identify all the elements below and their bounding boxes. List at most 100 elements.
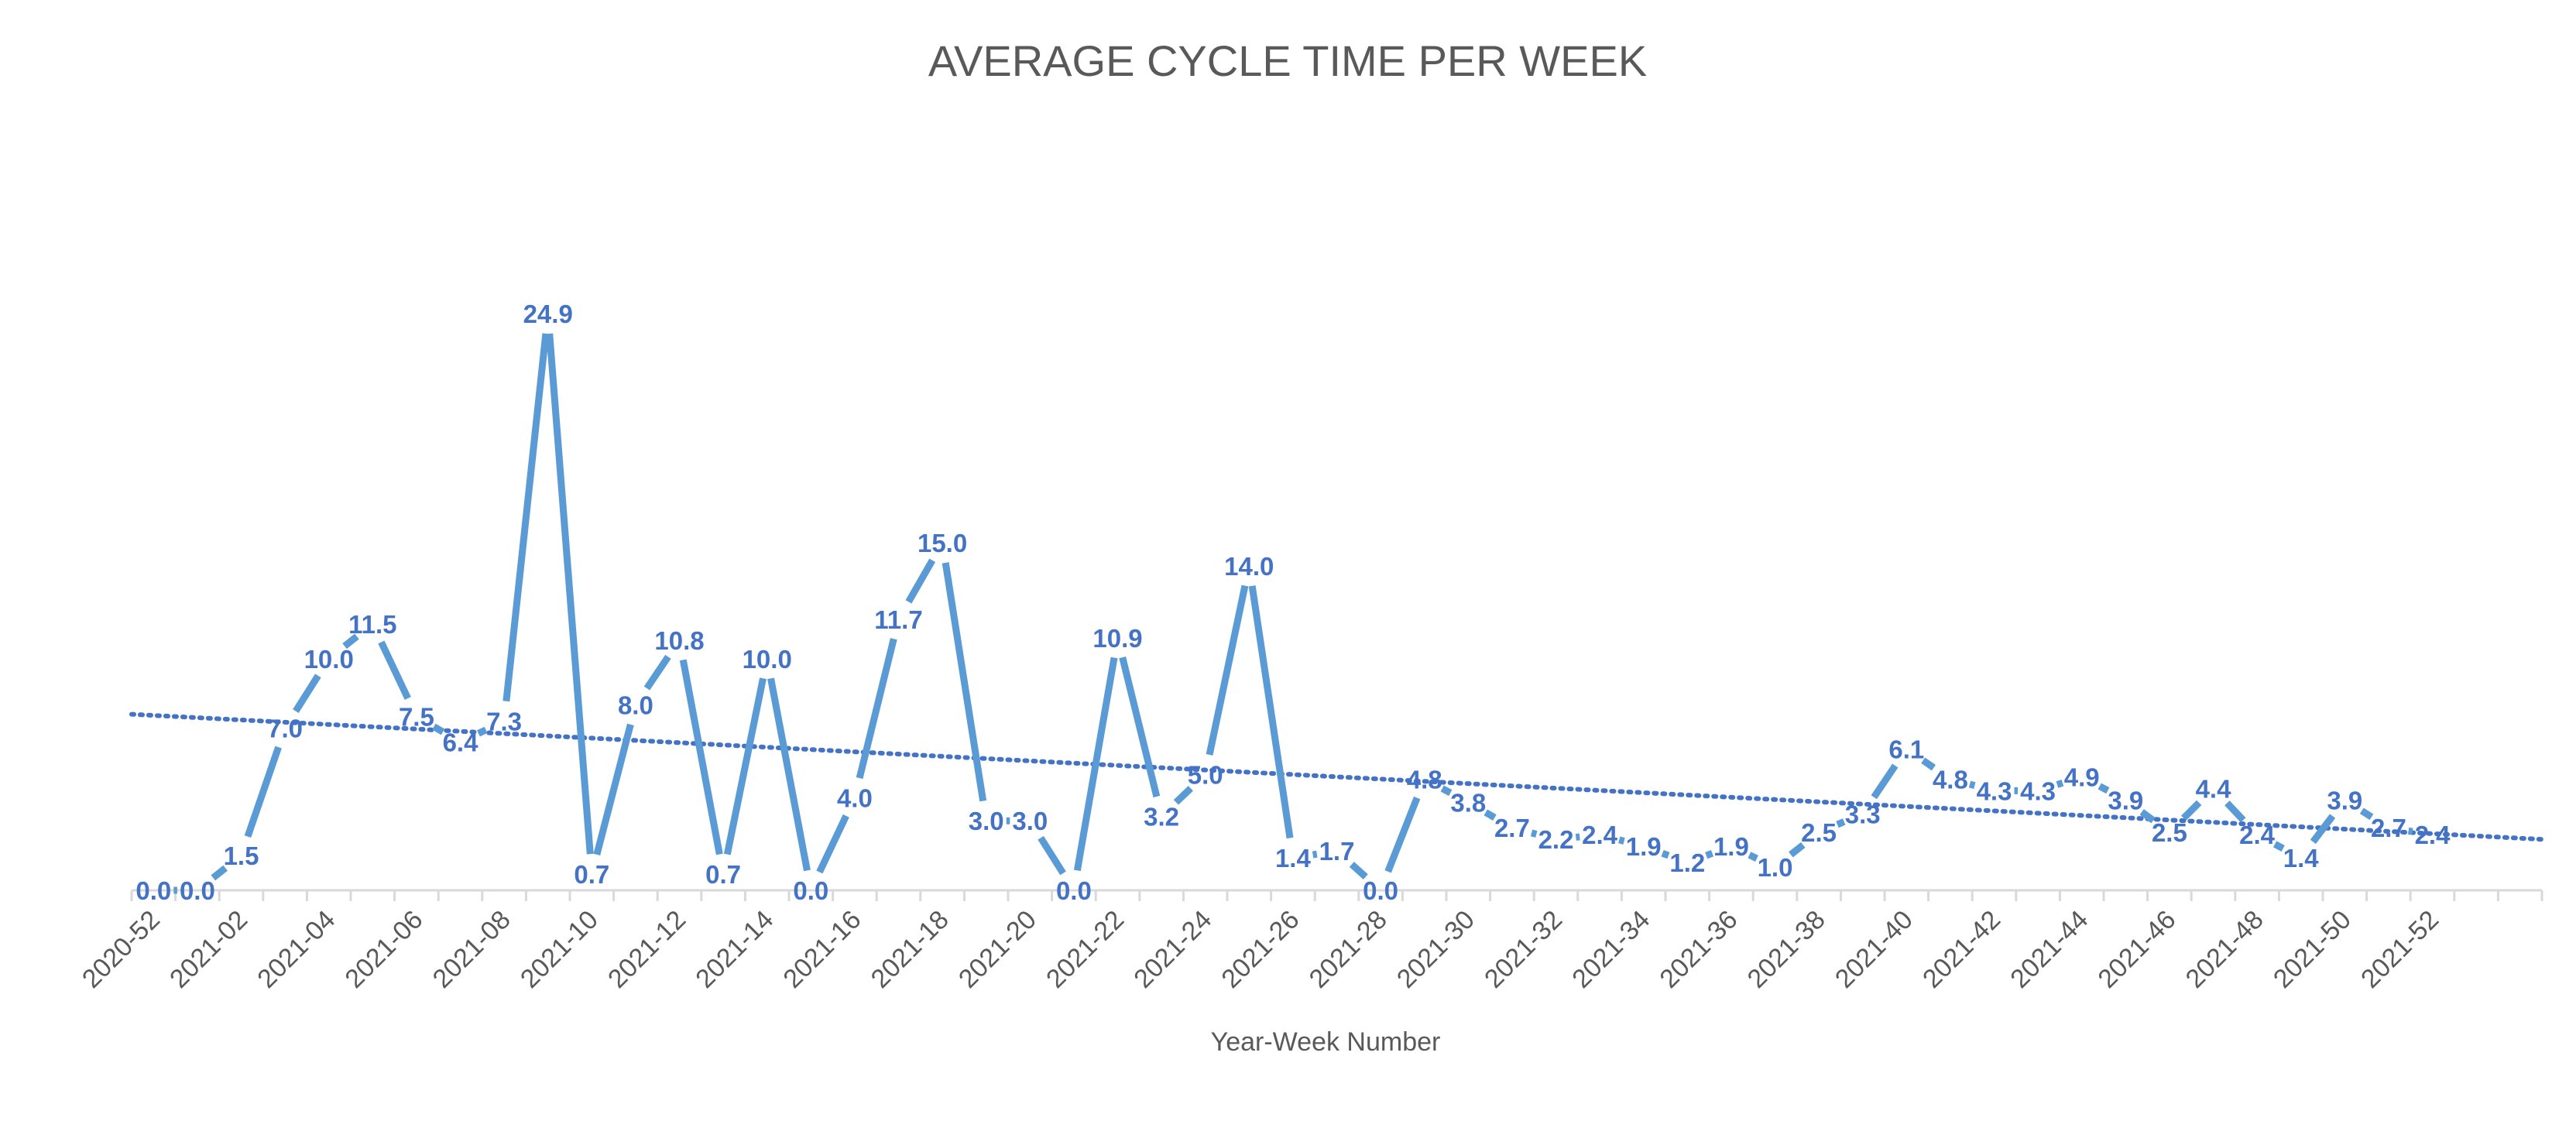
data-label: 1.5	[224, 842, 259, 870]
data-label: 11.5	[348, 610, 396, 639]
x-tick-label: 2021-24	[1128, 905, 1217, 994]
data-label: 2.7	[2371, 814, 2406, 842]
data-label: 5.0	[1188, 760, 1223, 789]
data-label: 3.3	[1845, 800, 1881, 828]
x-axis-title: Year-Week Number	[1211, 1027, 1441, 1057]
series-line-segment	[432, 723, 445, 735]
data-label: 0.7	[705, 860, 741, 889]
x-tick-label: 2021-48	[2180, 905, 2269, 994]
x-tick-label: 2021-32	[1479, 905, 1568, 994]
x-tick-label: 2021-40	[1830, 905, 1919, 994]
series-line-segment	[1119, 656, 1161, 798]
data-label: 1.7	[1319, 837, 1355, 866]
data-label: 3.2	[1144, 802, 1179, 831]
series-line-segment	[1921, 757, 1936, 771]
series-line-segment	[1384, 796, 1421, 873]
data-label: 3.8	[1450, 788, 1486, 817]
series-line-segment	[1484, 809, 1497, 821]
trendline-group	[129, 711, 2544, 842]
series-line-segment	[1705, 849, 1714, 859]
series-line-segment	[1530, 829, 1538, 838]
data-label: 4.9	[2064, 763, 2100, 791]
x-tick-label: 2021-34	[1566, 905, 1655, 994]
data-label: 14.0	[1224, 552, 1274, 581]
data-label: 4.0	[837, 783, 873, 812]
x-tick-label: 2021-26	[1216, 905, 1305, 994]
data-label: 6.4	[443, 728, 479, 757]
x-tick-label: 2021-18	[866, 905, 955, 994]
data-label: 7.0	[267, 715, 303, 743]
x-tick-label: 2021-46	[2092, 905, 2181, 994]
series-line-segment	[503, 333, 550, 702]
data-label: 4.8	[1933, 765, 1968, 794]
series-line-segment	[477, 726, 488, 737]
x-tick-label: 2021-42	[1917, 905, 2006, 994]
data-label: 2.5	[2152, 818, 2187, 847]
chart-title: AVERAGE CYCLE TIME PER WEEK	[928, 36, 1647, 85]
series-line-segment	[1206, 584, 1249, 756]
x-axis	[130, 889, 2543, 901]
series-line-segment	[2224, 800, 2246, 823]
data-label: 1.4	[2283, 844, 2320, 872]
data-label: 10.8	[654, 626, 704, 655]
series-line-segment	[1789, 842, 1806, 858]
x-tick-label: 2020-52	[77, 905, 166, 994]
series-line-segment	[1349, 862, 1368, 879]
x-tick-label: 2021-52	[2355, 905, 2444, 994]
data-label: 3.0	[969, 807, 1004, 835]
data-label: 0.0	[793, 876, 828, 905]
data-label: 2.4	[1582, 821, 1618, 849]
series-line-segment	[942, 562, 987, 802]
data-label: 2.2	[1538, 825, 1574, 854]
series-line-segment	[1836, 818, 1846, 828]
x-tick-label: 2021-30	[1391, 905, 1480, 994]
series-line-segment	[1173, 786, 1193, 805]
data-label-group: 0.0 0.0 1.5 7.0 10.0 11.5 7.5 6.47.3 24.9 0.7 8.0 1…	[135, 300, 2451, 905]
x-tick-label: 2021-44	[2005, 905, 2094, 994]
data-label: 1.9	[1713, 832, 1749, 861]
data-label: 1.4	[1275, 844, 1312, 872]
data-label: 0.0	[180, 876, 215, 905]
data-label: 2.4	[2239, 821, 2276, 849]
series-line-segment	[1440, 785, 1453, 797]
data-label: 15.0	[918, 529, 967, 557]
series-line-segment	[2310, 814, 2336, 845]
series-line-segment	[1038, 835, 1066, 876]
trendline	[129, 711, 2544, 842]
data-label: 8.0	[618, 691, 653, 720]
tick-label-group: 2020-522021-022021-042021-062021-082021-…	[77, 905, 2444, 994]
series-line-segment	[1968, 780, 1976, 790]
series-line-segment	[1618, 836, 1625, 845]
data-label: 24.9	[523, 300, 573, 328]
series-line-segment	[1748, 852, 1758, 862]
data-label: 0.0	[1056, 876, 1092, 905]
x-tick-label: 2021-04	[252, 905, 341, 994]
data-label: 0.0	[135, 876, 171, 905]
data-label: 1.2	[1669, 848, 1705, 877]
series-line-segment	[2098, 783, 2110, 794]
x-tick-label: 2021-28	[1304, 905, 1393, 994]
series-line-segment	[679, 659, 723, 855]
data-label: 10.0	[743, 645, 792, 674]
x-tick-label: 2021-02	[164, 905, 253, 994]
series-line-segment	[1248, 585, 1294, 839]
data-label: 1.0	[1758, 853, 1793, 882]
x-tick-label: 2021-50	[2268, 905, 2357, 994]
series-line-segment	[1575, 833, 1580, 841]
series-line-segment	[293, 674, 321, 713]
x-tick-label: 2021-10	[515, 905, 604, 994]
data-label: 2.4	[2415, 821, 2451, 849]
series-line-group	[173, 333, 2413, 894]
x-tick-label: 2021-08	[427, 905, 516, 994]
series-line-segment	[546, 333, 594, 855]
x-tick-label: 2021-38	[1742, 905, 1831, 994]
data-label: 7.5	[399, 703, 434, 732]
x-tick-label: 2021-16	[777, 905, 866, 994]
data-label: 0.7	[574, 860, 609, 889]
series-line-segment	[643, 654, 671, 691]
data-label: 2.7	[1494, 814, 1530, 842]
series-line-segment	[1871, 763, 1899, 800]
series-line-segment	[816, 814, 849, 874]
